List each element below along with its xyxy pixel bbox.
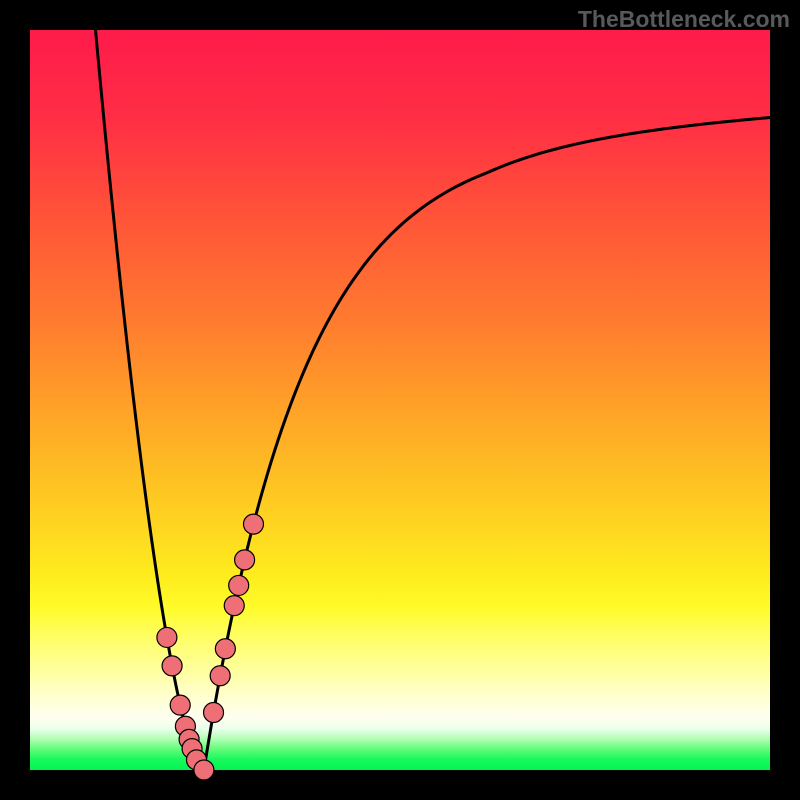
data-point xyxy=(162,656,182,676)
data-point xyxy=(215,639,235,659)
data-point xyxy=(204,702,224,722)
chart-background xyxy=(30,30,770,770)
data-point xyxy=(157,627,177,647)
data-point xyxy=(210,666,230,686)
watermark-text: TheBottleneck.com xyxy=(578,6,790,33)
data-point xyxy=(229,575,249,595)
data-point xyxy=(224,596,244,616)
data-point xyxy=(243,514,263,534)
data-point xyxy=(235,550,255,570)
data-point xyxy=(170,695,190,715)
chart-container: TheBottleneck.com xyxy=(0,0,800,800)
bottleneck-chart xyxy=(0,0,800,800)
data-point xyxy=(194,760,214,780)
